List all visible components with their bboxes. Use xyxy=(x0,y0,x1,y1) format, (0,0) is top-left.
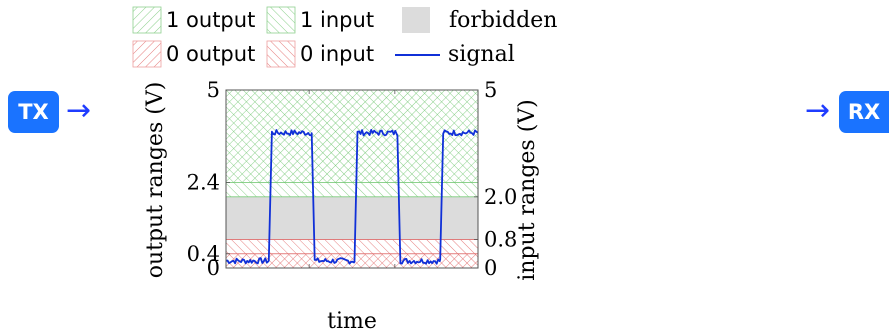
y-tick-label-right: 5 xyxy=(484,78,497,102)
rx-badge: RX xyxy=(839,91,889,133)
rx-arrow-icon: → xyxy=(805,93,831,128)
legend-swatch-1-input xyxy=(266,6,296,34)
y-tick-label-right: 0 xyxy=(484,256,497,280)
y-axis-label-left: output ranges (V) xyxy=(143,82,168,279)
y-axis-label-right: input ranges (V) xyxy=(515,99,540,281)
legend-swatch-1-output xyxy=(132,6,162,34)
y-tick-label-right: 0.8 xyxy=(484,228,517,252)
y-tick-label-left: 5 xyxy=(207,78,220,102)
legend-swatch-forbidden xyxy=(402,7,430,33)
legend-label-signal: signal xyxy=(448,42,515,67)
x-axis-label: time xyxy=(327,309,377,331)
tx-badge: TX xyxy=(8,91,59,133)
legend-label-1-input: 1 input xyxy=(300,8,374,32)
legend-label-1-output: 1 output xyxy=(166,8,255,32)
legend-swatch-0-input xyxy=(266,40,296,68)
legend-label-0-output: 0 output xyxy=(166,42,255,66)
band-1-input xyxy=(225,89,479,198)
y-tick-label-left: 0.4 xyxy=(187,242,220,266)
y-tick-label-right: 2.0 xyxy=(484,185,517,209)
band-forbidden xyxy=(226,196,478,240)
legend-label-forbidden: forbidden xyxy=(449,8,557,33)
tx-label: TX xyxy=(18,100,49,124)
legend-swatch-0-output xyxy=(132,40,162,68)
rx-label: RX xyxy=(847,100,881,124)
legend-label-0-input: 0 input xyxy=(300,42,374,66)
y-tick-label-left: 0 xyxy=(207,256,220,280)
legend: 1 output 1 input forbidden 0 output 0 in… xyxy=(132,6,557,68)
y-tick-label-left: 2.4 xyxy=(187,171,220,195)
plot-frame xyxy=(225,89,479,269)
tx-arrow-icon: → xyxy=(66,93,92,128)
signal-line xyxy=(225,128,479,265)
